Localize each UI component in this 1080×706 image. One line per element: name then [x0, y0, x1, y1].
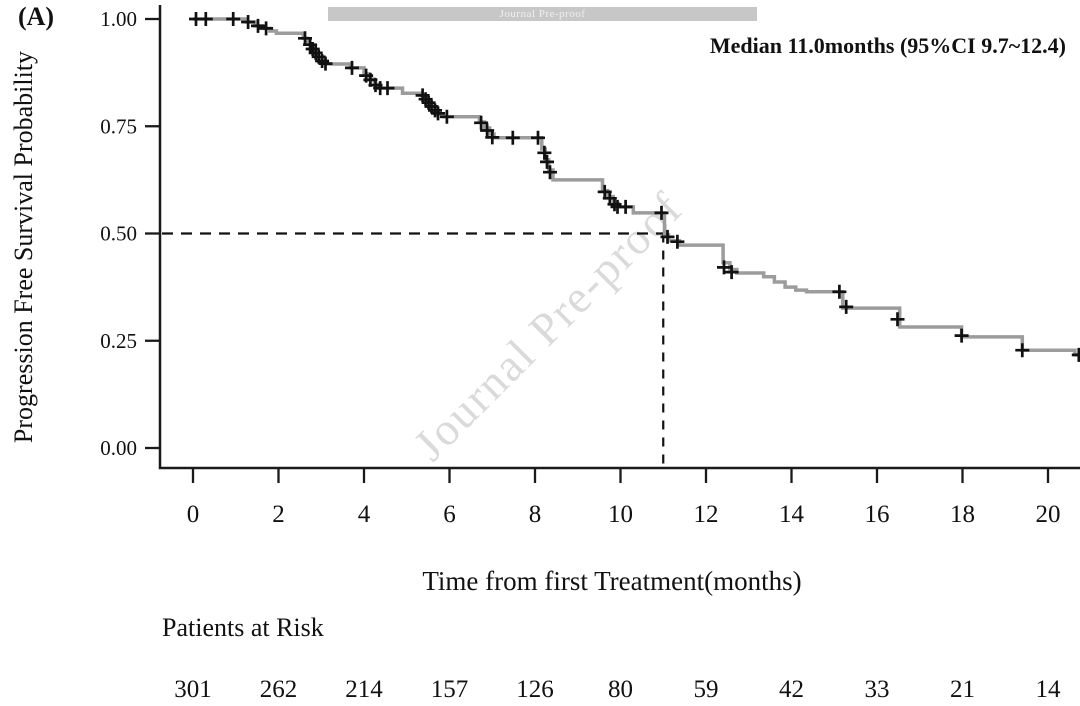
journal-preproof-banner-text: Journal Pre-proof [499, 7, 586, 20]
patients-at-risk-count: 21 [950, 676, 975, 703]
patients-at-risk-label: Patients at Risk [162, 613, 324, 642]
patients-at-risk-count: 301 [174, 676, 212, 703]
patients-at-risk-count: 214 [345, 676, 383, 703]
x-tick-label: 14 [779, 501, 805, 528]
journal-preproof-banner: Journal Pre-proof [328, 7, 757, 21]
x-tick-label: 20 [1036, 501, 1061, 528]
x-tick-label: 12 [694, 501, 719, 528]
patients-at-risk-count: 126 [516, 676, 554, 703]
x-tick-label: 2 [272, 501, 285, 528]
y-tick-label: 0.50 [100, 222, 137, 246]
patients-at-risk-count: 59 [694, 676, 719, 703]
y-tick-label: 0.25 [100, 329, 137, 353]
x-tick-label: 6 [443, 501, 456, 528]
y-tick-label: 0.00 [100, 436, 137, 460]
x-tick-label: 8 [529, 501, 542, 528]
y-tick-label: 1.00 [100, 7, 137, 31]
patients-at-risk-count: 80 [608, 676, 633, 703]
axis-lines [158, 5, 1080, 470]
x-tick-label: 16 [865, 501, 890, 528]
x-axis-title: Time from first Treatment(months) [422, 566, 802, 596]
censor-marks [189, 12, 1080, 362]
panel-label: (A) [18, 2, 55, 31]
patients-at-risk-row: 301 262 214 157 126 80 59 42 33 21 14 [174, 676, 1061, 703]
x-tick-label: 18 [950, 501, 975, 528]
patients-at-risk-count: 262 [260, 676, 298, 703]
x-tick-label: 4 [358, 501, 371, 528]
x-tick-label: 10 [608, 501, 633, 528]
y-tick-label: 0.75 [100, 114, 137, 138]
median-annotation: Median 11.0months (95%CI 9.7~12.4) [709, 33, 1066, 58]
x-axis-ticks: 0 2 4 6 8 10 12 14 16 18 20 [187, 469, 1061, 528]
patients-at-risk-count: 42 [779, 676, 804, 703]
patients-at-risk-count: 33 [865, 676, 890, 703]
patients-at-risk-count: 14 [1036, 676, 1062, 703]
x-tick-label: 0 [187, 501, 200, 528]
patients-at-risk-count: 157 [431, 676, 469, 703]
y-axis-ticks: 1.00 0.75 0.50 0.25 0.00 [100, 7, 161, 460]
